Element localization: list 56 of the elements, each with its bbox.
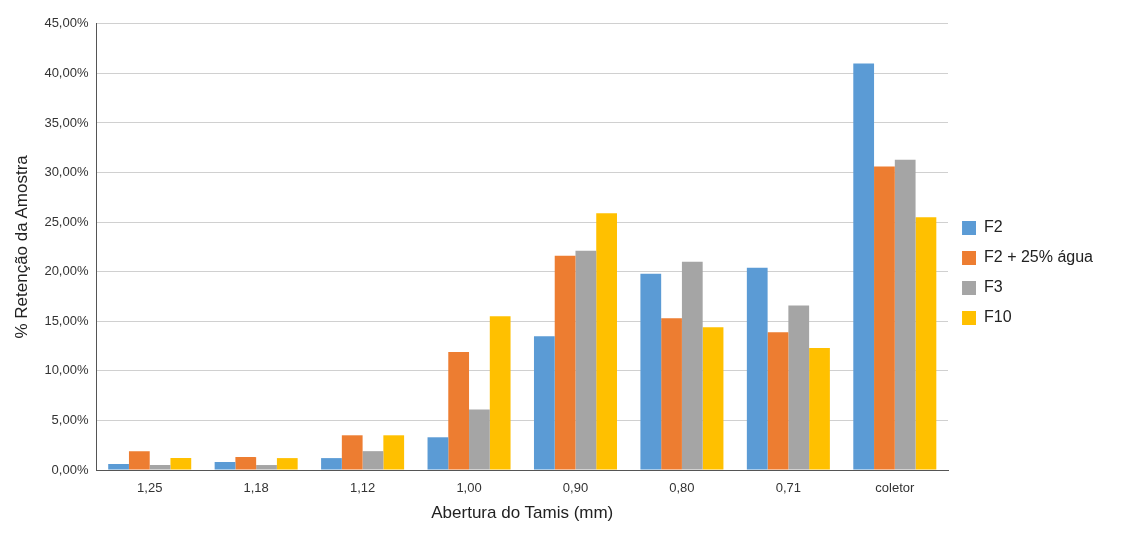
bar [149, 465, 171, 470]
bar [809, 348, 830, 470]
y-tick-label: 40,00% [44, 64, 89, 80]
bar [256, 465, 277, 470]
bar [108, 464, 129, 470]
bar [915, 217, 937, 470]
bar [321, 458, 342, 470]
x-tick-label: 1,12 [349, 480, 376, 496]
bar [554, 255, 576, 470]
bar [489, 316, 511, 470]
bar [383, 435, 405, 470]
y-tick-label: 25,00% [44, 213, 89, 229]
x-axis-title: Abertura do Tamis (mm) [431, 503, 614, 523]
y-axis-title: % Retenção da Amostra [11, 154, 31, 339]
legend-label: F2 + 25% água [984, 248, 1094, 266]
bar [746, 267, 768, 470]
y-tick-label: 45,00% [44, 15, 89, 31]
bar [170, 458, 192, 470]
bar [341, 435, 363, 470]
x-tick-label: 1,25 [137, 480, 163, 496]
bar [575, 250, 597, 470]
bar [533, 336, 555, 470]
bar [661, 318, 682, 470]
bar [427, 437, 449, 470]
x-tick-label: 1,18 [243, 480, 269, 496]
x-tick-label: coletor [875, 480, 915, 496]
bar [362, 451, 384, 470]
bar [853, 63, 875, 470]
bar [235, 457, 257, 470]
legend-label: F10 [984, 308, 1012, 326]
legend-label: F2 [984, 218, 1003, 236]
bar [214, 462, 236, 470]
bar [788, 305, 810, 470]
y-tick-label: 15,00% [44, 312, 89, 328]
bar [874, 166, 895, 470]
x-tick-label: 0,90 [562, 480, 589, 496]
y-tick-label: 30,00% [44, 164, 89, 180]
bar [894, 159, 916, 470]
x-tick-label: 1,00 [456, 480, 482, 496]
y-tick-label: 0,00% [51, 461, 89, 477]
bar [448, 352, 470, 470]
bar [767, 332, 789, 470]
y-tick-label: 35,00% [44, 114, 89, 130]
bar [469, 409, 490, 470]
bar [640, 273, 662, 470]
bar [702, 327, 724, 470]
y-tick-label: 20,00% [44, 263, 89, 279]
x-tick-label: 0,80 [669, 480, 695, 496]
bar [128, 451, 150, 470]
y-tick-label: 5,00% [51, 412, 89, 427]
y-tick-label: 10,00% [44, 362, 89, 378]
legend-label: F3 [984, 278, 1003, 296]
bar [681, 261, 703, 470]
x-tick-label: 0,71 [775, 480, 802, 496]
bar [596, 213, 617, 470]
bar [276, 458, 298, 470]
